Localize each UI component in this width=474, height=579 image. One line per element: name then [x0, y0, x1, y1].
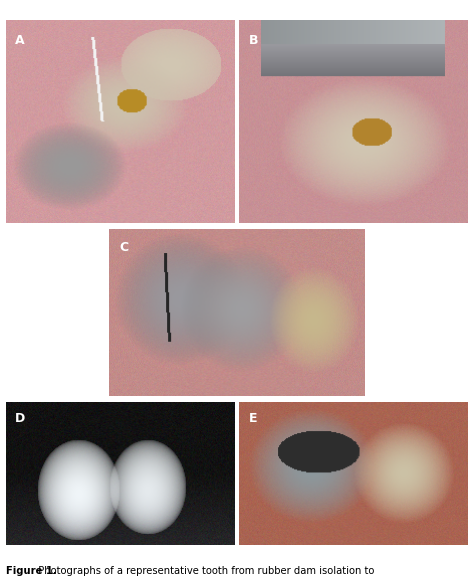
Text: C: C — [119, 240, 128, 254]
Text: Figure 1.: Figure 1. — [6, 566, 56, 576]
Text: B: B — [248, 35, 258, 47]
Text: Photographs of a representative tooth from rubber dam isolation to: Photographs of a representative tooth fr… — [32, 566, 374, 576]
Text: E: E — [248, 412, 257, 425]
Text: A: A — [15, 35, 25, 47]
Text: D: D — [15, 412, 25, 425]
